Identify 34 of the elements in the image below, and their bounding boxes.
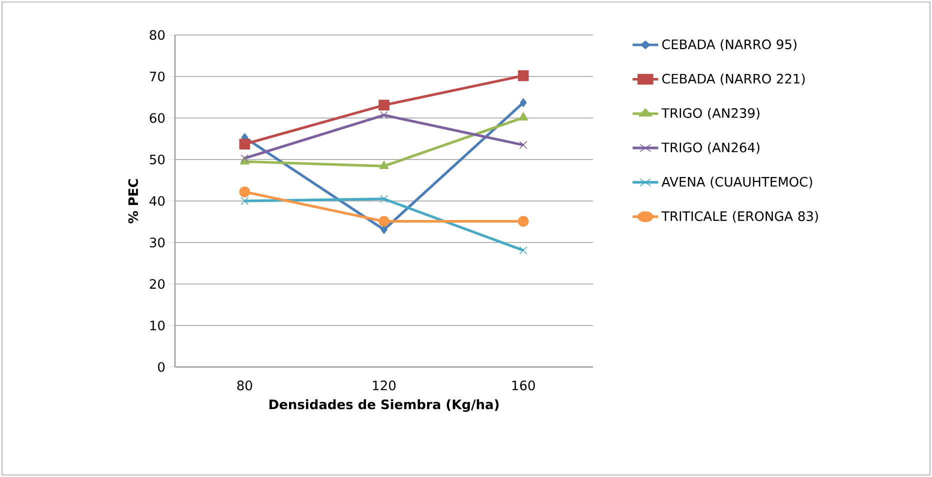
x-axis-title: Densidades de Siembra (Kg/ha) [269,399,499,412]
y-tick-label: 50 [150,154,165,164]
y-tick-label: 10 [150,320,165,330]
y-tick-label: 70 [150,72,165,82]
point [240,197,249,205]
point [520,98,527,108]
point [239,138,250,150]
legend-label: TRITICALE (ERONGA 83) [661,211,818,223]
point [378,216,390,227]
point [239,186,250,198]
y-tick-label: 80 [150,30,165,40]
legend-label: CEBADA (NARRO 221) [662,74,805,86]
point [518,112,528,120]
point [378,100,390,111]
legend-label: TRIGO (AN264) [661,142,760,154]
y-axis-title: % PEC [128,179,138,224]
x-tick-label: 160 [512,380,535,390]
point [519,246,528,254]
x-tick-label: 120 [373,380,396,390]
legend-label: TRIGO (AN239) [661,108,760,120]
y-tick-label: 60 [150,113,165,123]
point [380,111,388,120]
point [519,141,528,149]
y-tick-label: 20 [150,279,165,289]
point [380,194,388,203]
y-tick-label: 30 [150,238,165,248]
point [518,70,529,82]
y-tick-label: 0 [158,362,165,372]
y-tick-label: 40 [150,196,165,206]
legend-label: AVENA (CUAUHTEMOC) [662,176,812,188]
x-tick-label: 80 [237,380,252,390]
point [379,160,389,170]
point [518,216,529,227]
legend-label: CEBADA (NARRO 95) [662,39,796,51]
